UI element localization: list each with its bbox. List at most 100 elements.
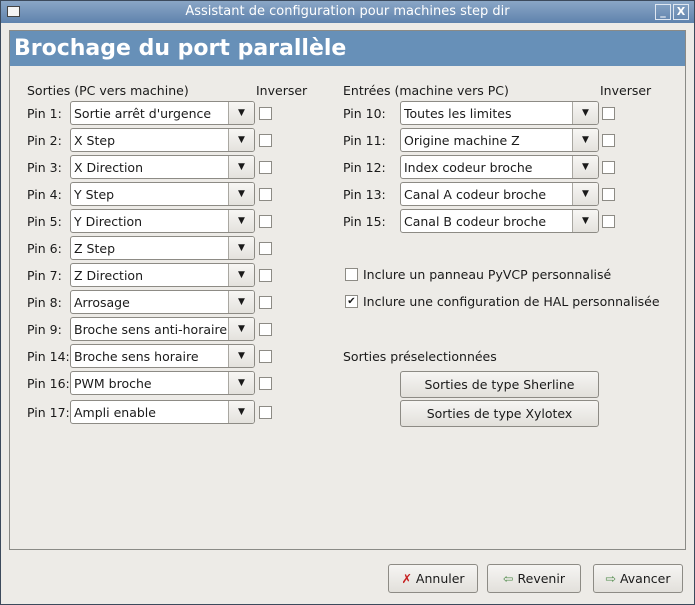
chevron-down-icon[interactable]: ▼: [228, 156, 254, 178]
selected-value: PWM broche: [74, 376, 152, 391]
chevron-down-icon[interactable]: ▼: [228, 345, 254, 367]
inputs-pin-label: Pin 12:: [343, 160, 386, 175]
outputs-invert-checkbox[interactable]: [259, 161, 272, 174]
outputs-invert-checkbox[interactable]: [259, 215, 272, 228]
inputs-invert-checkbox[interactable]: [602, 107, 615, 120]
pyvcp-checkbox[interactable]: [345, 268, 358, 281]
outputs-invert-checkbox[interactable]: [259, 107, 272, 120]
outputs-pin-signal-select[interactable]: PWM broche ▼: [70, 371, 255, 395]
inputs-invert-checkbox[interactable]: [602, 161, 615, 174]
chevron-down-icon[interactable]: ▼: [228, 129, 254, 151]
xylotex-preset-button[interactable]: Sorties de type Xylotex: [400, 400, 599, 427]
chevron-down-icon[interactable]: ▼: [228, 264, 254, 286]
outputs-pin-label: Pin 4:: [27, 187, 62, 202]
chevron-down-icon[interactable]: ▼: [228, 401, 254, 423]
outputs-pin-label: Pin 5:: [27, 214, 62, 229]
outputs-invert-checkbox[interactable]: [259, 242, 272, 255]
forward-button[interactable]: ⇨ Avancer: [593, 564, 683, 593]
outputs-pin-signal-select[interactable]: Sortie arrêt d'urgence ▼: [70, 101, 255, 125]
cancel-button[interactable]: ✗ Annuler: [388, 564, 478, 593]
close-button[interactable]: X: [673, 4, 689, 20]
inputs-pin-label: Pin 13:: [343, 187, 386, 202]
outputs-pin-signal-select[interactable]: Y Direction ▼: [70, 209, 255, 233]
chevron-down-icon[interactable]: ▼: [572, 210, 598, 232]
inputs-pin-signal-select[interactable]: Index codeur broche ▼: [400, 155, 599, 179]
outputs-invert-checkbox[interactable]: [259, 188, 272, 201]
outputs-pin-signal-select[interactable]: Broche sens horaire ▼: [70, 344, 255, 368]
inputs-pin-signal-select[interactable]: Canal B codeur broche ▼: [400, 209, 599, 233]
outputs-pin-signal-select[interactable]: Z Step ▼: [70, 236, 255, 260]
chevron-down-icon[interactable]: ▼: [228, 183, 254, 205]
outputs-pin-label: Pin 9:: [27, 322, 62, 337]
outputs-pin-signal-select[interactable]: Broche sens anti-horaire ▼: [70, 317, 255, 341]
outputs-invert-checkbox[interactable]: [259, 377, 272, 390]
back-label: Revenir: [517, 571, 565, 586]
outputs-pin-signal-select[interactable]: X Direction ▼: [70, 155, 255, 179]
selected-value: Y Step: [74, 187, 115, 202]
inputs-invert-heading: Inverser: [600, 83, 652, 98]
chevron-down-icon[interactable]: ▼: [228, 237, 254, 259]
selected-value: Origine machine Z: [404, 133, 520, 148]
sherline-preset-button[interactable]: Sorties de type Sherline: [400, 371, 599, 398]
outputs-pin-label: Pin 7:: [27, 268, 62, 283]
outputs-pin-signal-select[interactable]: Z Direction ▼: [70, 263, 255, 287]
window-menu-icon[interactable]: [7, 6, 20, 17]
cancel-label: Annuler: [415, 571, 465, 586]
hal-label: Inclure une configuration de HAL personn…: [363, 294, 660, 309]
outputs-pin-signal-select[interactable]: Arrosage ▼: [70, 290, 255, 314]
selected-value: Canal A codeur broche: [404, 187, 547, 202]
back-button[interactable]: ⇦ Revenir: [487, 564, 581, 593]
outputs-invert-checkbox[interactable]: [259, 350, 272, 363]
chevron-down-icon[interactable]: ▼: [228, 291, 254, 313]
chevron-down-icon[interactable]: ▼: [228, 372, 254, 394]
presets-heading: Sorties préselectionnées: [343, 349, 497, 364]
selected-value: Toutes les limites: [404, 106, 512, 121]
selected-value: Broche sens anti-horaire: [74, 322, 228, 337]
minimize-button[interactable]: _: [655, 4, 671, 20]
inputs-pin-label: Pin 11:: [343, 133, 386, 148]
chevron-down-icon[interactable]: ▼: [572, 156, 598, 178]
content-panel: [9, 30, 686, 550]
outputs-pin-signal-select[interactable]: X Step ▼: [70, 128, 255, 152]
forward-label: Avancer: [619, 571, 671, 586]
title-bar[interactable]: Assistant de configuration pour machines…: [1, 1, 694, 23]
selected-value: X Step: [74, 133, 115, 148]
outputs-pin-signal-select[interactable]: Ampli enable ▼: [70, 400, 255, 424]
outputs-invert-checkbox[interactable]: [259, 406, 272, 419]
inputs-pin-signal-select[interactable]: Canal A codeur broche ▼: [400, 182, 599, 206]
inputs-invert-checkbox[interactable]: [602, 188, 615, 201]
outputs-pin-label: Pin 16:: [27, 376, 70, 391]
selected-value: Y Direction: [74, 214, 143, 229]
arrow-left-icon: ⇦: [503, 571, 514, 586]
outputs-invert-checkbox[interactable]: [259, 134, 272, 147]
outputs-invert-heading: Inverser: [256, 83, 308, 98]
chevron-down-icon[interactable]: ▼: [572, 102, 598, 124]
outputs-pin-label: Pin 3:: [27, 160, 62, 175]
outputs-heading: Sorties (PC vers machine): [27, 83, 189, 98]
inputs-pin-label: Pin 10:: [343, 106, 386, 121]
outputs-invert-checkbox[interactable]: [259, 269, 272, 282]
outputs-invert-checkbox[interactable]: [259, 296, 272, 309]
chevron-down-icon[interactable]: ▼: [228, 102, 254, 124]
inputs-invert-checkbox[interactable]: [602, 134, 615, 147]
selected-value: Index codeur broche: [404, 160, 533, 175]
chevron-down-icon[interactable]: ▼: [572, 183, 598, 205]
selected-value: Z Step: [74, 241, 115, 256]
chevron-down-icon[interactable]: ▼: [572, 129, 598, 151]
selected-value: X Direction: [74, 160, 144, 175]
inputs-invert-checkbox[interactable]: [602, 215, 615, 228]
page-title: Brochage du port parallèle: [10, 31, 685, 66]
selected-value: Z Direction: [74, 268, 144, 283]
outputs-pin-label: Pin 8:: [27, 295, 62, 310]
inputs-pin-signal-select[interactable]: Origine machine Z ▼: [400, 128, 599, 152]
check-icon: ✔: [347, 296, 356, 307]
outputs-invert-checkbox[interactable]: [259, 323, 272, 336]
outputs-pin-label: Pin 1:: [27, 106, 62, 121]
selected-value: Arrosage: [74, 295, 130, 310]
chevron-down-icon[interactable]: ▼: [228, 210, 254, 232]
inputs-pin-signal-select[interactable]: Toutes les limites ▼: [400, 101, 599, 125]
selected-value: Sortie arrêt d'urgence: [74, 106, 212, 121]
hal-checkbox[interactable]: ✔: [345, 295, 358, 308]
chevron-down-icon[interactable]: ▼: [228, 318, 254, 340]
outputs-pin-signal-select[interactable]: Y Step ▼: [70, 182, 255, 206]
